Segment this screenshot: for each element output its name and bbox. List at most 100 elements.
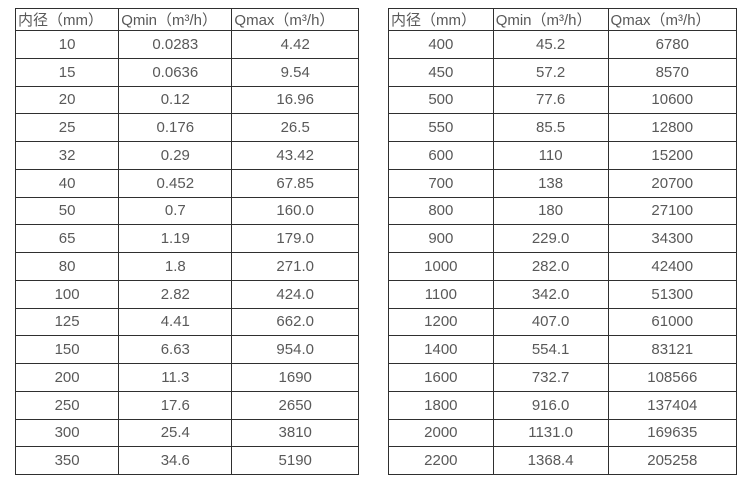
cell-qmin: 180 [492, 196, 609, 226]
cell-qmax: 67.85 [231, 168, 359, 198]
cell-qmax: 662.0 [231, 307, 359, 337]
cell-qmin: 282.0 [492, 252, 609, 281]
cell-inner-diameter: 10 [14, 30, 120, 59]
cell-qmax: 10600 [607, 85, 738, 115]
cell-inner-diameter: 100 [14, 279, 120, 309]
cell-inner-diameter: 800 [388, 196, 494, 226]
table-row: 800 180 27100 [388, 196, 738, 226]
table-row: 150 6.63 954.0 [14, 335, 359, 364]
header-row: 内径（mm） Qmin（m³/h） Qmax（m³/h） [14, 8, 359, 31]
cell-qmax: 16.96 [231, 85, 359, 115]
table-row: 40 0.452 67.85 [14, 168, 359, 198]
cell-inner-diameter: 50 [14, 196, 120, 226]
cell-qmax: 205258 [607, 446, 738, 475]
table-row: 15 0.0636 9.54 [14, 57, 359, 87]
table-row: 600 110 15200 [388, 141, 738, 170]
cell-qmax: 424.0 [231, 279, 359, 309]
header-qmax: Qmax（m³/h） [607, 8, 738, 31]
cell-qmax: 160.0 [231, 196, 359, 226]
cell-qmax: 42400 [607, 252, 738, 281]
cell-inner-diameter: 900 [388, 224, 494, 253]
cell-qmin: 34.6 [118, 446, 233, 475]
cell-inner-diameter: 1600 [388, 363, 494, 392]
cell-qmax: 108566 [607, 363, 738, 392]
table-row: 20 0.12 16.96 [14, 85, 359, 115]
cell-qmin: 85.5 [492, 113, 609, 142]
cell-qmin: 45.2 [492, 30, 609, 59]
cell-qmax: 3810 [231, 418, 359, 448]
table-row: 450 57.2 8570 [388, 57, 738, 87]
cell-qmin: 0.0283 [118, 30, 233, 59]
cell-qmax: 51300 [607, 279, 738, 309]
cell-inner-diameter: 2200 [388, 446, 494, 475]
table-row: 100 2.82 424.0 [14, 279, 359, 309]
table-row: 1600 732.7 108566 [388, 363, 738, 392]
table-body: 400 45.2 6780 450 57.2 8570 500 77.6 10600 550 85.… [388, 30, 738, 475]
cell-qmin: 1.8 [118, 252, 233, 281]
cell-inner-diameter: 20 [14, 85, 120, 115]
cell-qmin: 6.63 [118, 335, 233, 364]
cell-inner-diameter: 2000 [388, 418, 494, 448]
cell-qmax: 34300 [607, 224, 738, 253]
header-qmin: Qmin（m³/h） [492, 8, 609, 31]
cell-qmin: 916.0 [492, 390, 609, 420]
table-row: 900 229.0 34300 [388, 224, 738, 253]
cell-inner-diameter: 300 [14, 418, 120, 448]
table-row: 250 17.6 2650 [14, 390, 359, 420]
cell-inner-diameter: 150 [14, 335, 120, 364]
header-inner-diameter: 内径（mm） [388, 8, 494, 31]
table-row: 300 25.4 3810 [14, 418, 359, 448]
cell-inner-diameter: 40 [14, 168, 120, 198]
table-row: 2200 1368.4 205258 [388, 446, 738, 475]
cell-qmax: 26.5 [231, 113, 359, 142]
table-row: 550 85.5 12800 [388, 113, 738, 142]
table-row: 1000 282.0 42400 [388, 252, 738, 281]
table-row: 125 4.41 662.0 [14, 307, 359, 337]
cell-qmax: 8570 [607, 57, 738, 87]
flow-table-small-diameters: 内径（mm） Qmin（m³/h） Qmax（m³/h） 10 0.0283 4.4… [14, 8, 359, 475]
cell-qmin: 138 [492, 168, 609, 198]
cell-inner-diameter: 600 [388, 141, 494, 170]
cell-inner-diameter: 1000 [388, 252, 494, 281]
header-qmin: Qmin（m³/h） [118, 8, 233, 31]
cell-qmin: 57.2 [492, 57, 609, 87]
cell-inner-diameter: 1200 [388, 307, 494, 337]
table-row: 1800 916.0 137404 [388, 390, 738, 420]
cell-inner-diameter: 200 [14, 363, 120, 392]
cell-qmax: 137404 [607, 390, 738, 420]
table-row: 350 34.6 5190 [14, 446, 359, 475]
cell-qmin: 2.82 [118, 279, 233, 309]
cell-inner-diameter: 32 [14, 141, 120, 170]
cell-qmin: 77.6 [492, 85, 609, 115]
cell-inner-diameter: 1800 [388, 390, 494, 420]
cell-qmin: 1131.0 [492, 418, 609, 448]
cell-inner-diameter: 550 [388, 113, 494, 142]
cell-qmax: 20700 [607, 168, 738, 198]
table-row: 80 1.8 271.0 [14, 252, 359, 281]
table-row: 25 0.176 26.5 [14, 113, 359, 142]
table-row: 400 45.2 6780 [388, 30, 738, 59]
table-row: 1400 554.1 83121 [388, 335, 738, 364]
cell-qmin: 0.0636 [118, 57, 233, 87]
cell-qmin: 1368.4 [492, 446, 609, 475]
cell-qmin: 0.12 [118, 85, 233, 115]
cell-inner-diameter: 125 [14, 307, 120, 337]
table-row: 1100 342.0 51300 [388, 279, 738, 309]
cell-inner-diameter: 350 [14, 446, 120, 475]
table-row: 700 138 20700 [388, 168, 738, 198]
cell-qmin: 732.7 [492, 363, 609, 392]
cell-inner-diameter: 450 [388, 57, 494, 87]
cell-inner-diameter: 500 [388, 85, 494, 115]
cell-inner-diameter: 1400 [388, 335, 494, 364]
cell-qmax: 954.0 [231, 335, 359, 364]
table-row: 65 1.19 179.0 [14, 224, 359, 253]
cell-qmax: 2650 [231, 390, 359, 420]
cell-qmax: 9.54 [231, 57, 359, 87]
table-row: 32 0.29 43.42 [14, 141, 359, 170]
cell-qmin: 25.4 [118, 418, 233, 448]
table-row: 200 11.3 1690 [14, 363, 359, 392]
cell-qmax: 179.0 [231, 224, 359, 253]
cell-inner-diameter: 1100 [388, 279, 494, 309]
cell-qmin: 11.3 [118, 363, 233, 392]
